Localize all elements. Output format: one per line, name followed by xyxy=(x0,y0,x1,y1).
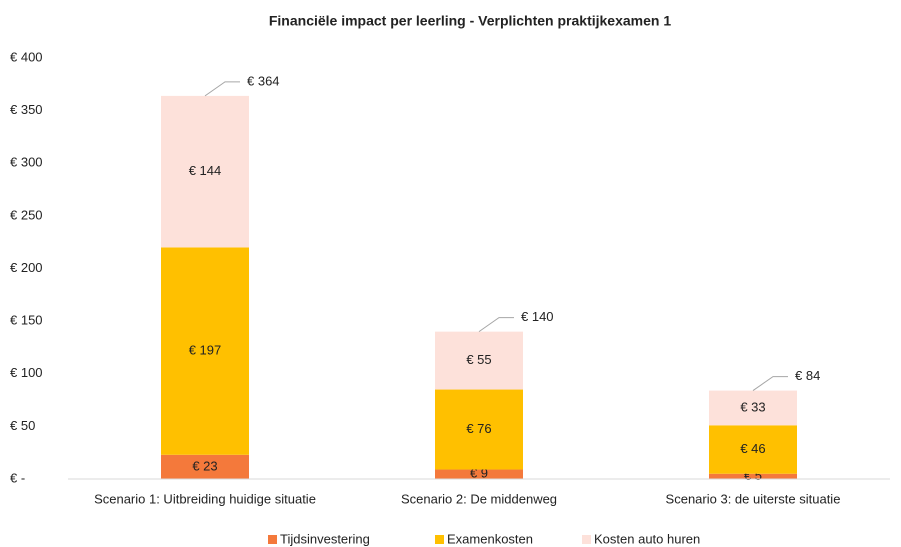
bar-segment xyxy=(435,389,523,470)
y-tick-label: € 350 xyxy=(10,102,43,117)
legend-label: Tijdsinvestering xyxy=(280,531,370,546)
legend-swatch xyxy=(268,535,277,544)
y-tick-label: € - xyxy=(10,470,25,485)
x-tick-label: Scenario 2: De middenweg xyxy=(401,491,557,506)
data-label: € 144 xyxy=(189,163,222,178)
y-tick-label: € 300 xyxy=(10,155,43,170)
bar-segment xyxy=(435,469,523,479)
bar-segment xyxy=(709,390,797,426)
legend-swatch xyxy=(435,535,444,544)
total-label: € 364 xyxy=(247,73,280,88)
y-tick-label: € 150 xyxy=(10,313,43,328)
y-tick-label: € 250 xyxy=(10,207,43,222)
y-tick-label: € 200 xyxy=(10,260,43,275)
bar-segment xyxy=(709,473,797,479)
callout-line xyxy=(204,81,240,97)
bar-segment xyxy=(161,95,249,248)
data-label: € 33 xyxy=(740,399,765,414)
bar-segment xyxy=(435,331,523,390)
data-label: € 23 xyxy=(192,458,217,473)
chart-title: Financiële impact per leerling - Verplic… xyxy=(269,13,671,29)
bar-segment xyxy=(709,425,797,474)
data-label: € 76 xyxy=(466,421,491,436)
callout-line xyxy=(478,317,514,333)
data-label: € 46 xyxy=(740,441,765,456)
bar-segment xyxy=(161,454,249,479)
callout-line xyxy=(752,376,788,391)
bar-segment xyxy=(161,247,249,455)
y-tick-label: € 100 xyxy=(10,365,43,380)
y-tick-label: € 400 xyxy=(10,49,43,64)
legend-swatch xyxy=(582,535,591,544)
legend-label: Kosten auto huren xyxy=(594,531,700,546)
x-tick-label: Scenario 1: Uitbreiding huidige situatie xyxy=(94,491,316,506)
total-label: € 84 xyxy=(795,368,820,383)
data-label: € 55 xyxy=(466,352,491,367)
y-tick-label: € 50 xyxy=(10,418,35,433)
x-tick-label: Scenario 3: de uiterste situatie xyxy=(666,491,841,506)
legend-label: Examenkosten xyxy=(447,531,533,546)
total-label: € 140 xyxy=(521,309,554,324)
data-label: € 197 xyxy=(189,343,222,358)
